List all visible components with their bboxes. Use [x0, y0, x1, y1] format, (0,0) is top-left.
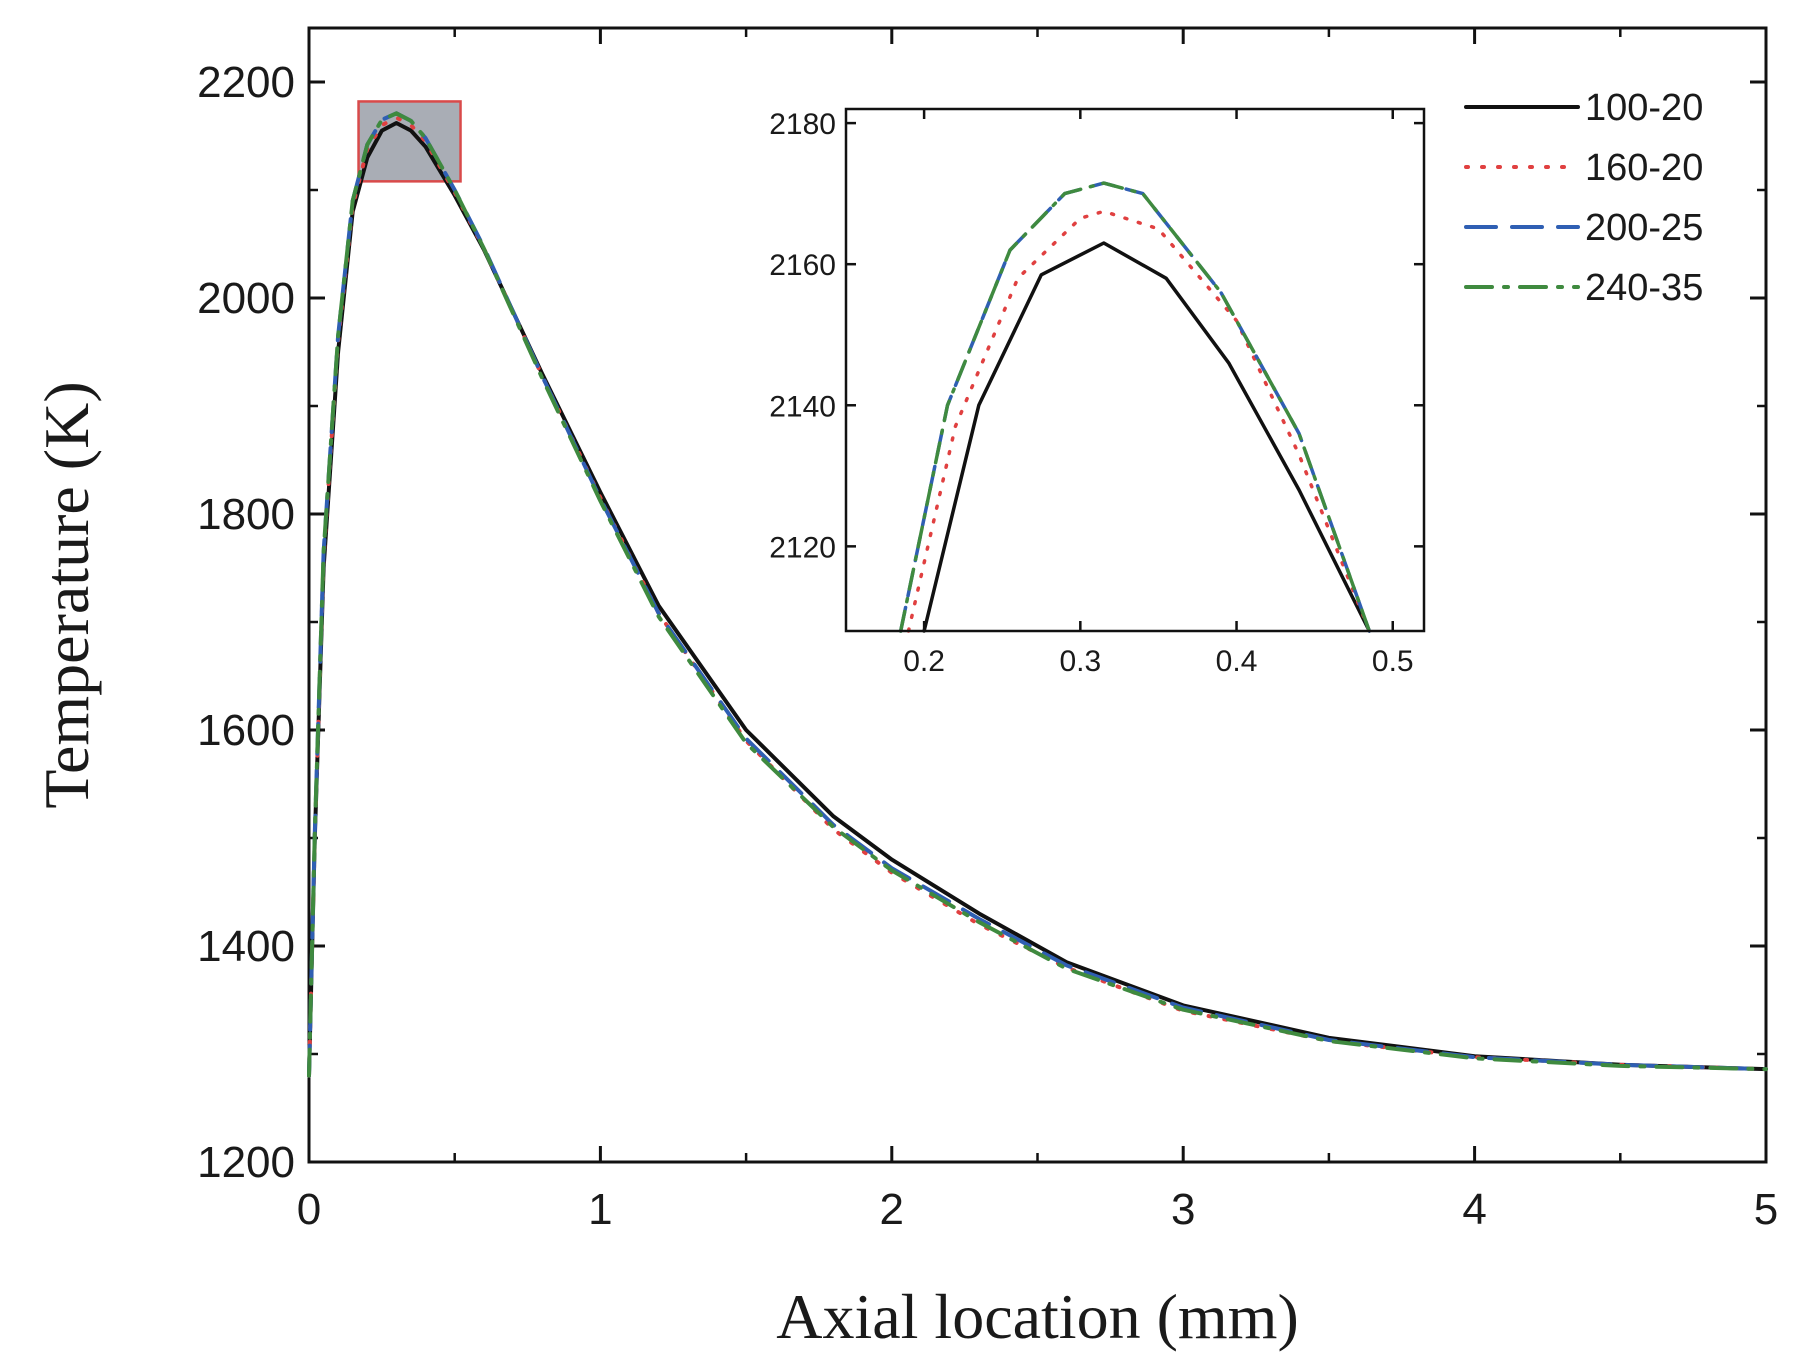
inset-y-tick-label: 2140	[769, 390, 836, 423]
y-tick-label: 1400	[197, 922, 295, 971]
x-tick-label: 2	[880, 1185, 904, 1234]
legend-label: 240-35	[1585, 267, 1703, 309]
legend: 100-20 160-20 200-25 240-35	[1464, 87, 1703, 309]
inset-y-tick-label: 2120	[769, 531, 836, 564]
inset-x-tick-label: 0.3	[1059, 645, 1101, 678]
inset-axis-ticks: 0.2 0.3 0.4 0.5 2120 2140 2160 2180	[769, 108, 1424, 678]
y-tick-label: 1800	[197, 490, 295, 539]
inset-x-tick-label: 0.4	[1216, 645, 1258, 678]
y-tick-label: 2000	[197, 274, 295, 323]
y-tick-label: 1200	[197, 1138, 295, 1187]
inset-y-tick-label: 2180	[769, 108, 836, 141]
inset-background	[751, 89, 1439, 691]
y-tick-label: 1600	[197, 706, 295, 755]
x-tick-label: 1	[588, 1185, 612, 1234]
main-plot: 0 1 2 3 4 5 1200 1400 1600 1800 2000 2200 Axial loc…	[31, 26, 1778, 1352]
y-axis-title: Temperature (K)	[31, 381, 102, 808]
legend-label: 160-20	[1585, 147, 1703, 189]
inset-x-tick-label: 0.5	[1372, 645, 1414, 678]
inset-series-line-100-20	[922, 241, 1372, 633]
x-tick-label: 5	[1754, 1185, 1778, 1234]
inset-x-tick-label: 0.2	[903, 645, 945, 678]
inset-y-tick-label: 2160	[769, 249, 836, 282]
inset-plot: 0.2 0.3 0.4 0.5 2120 2140 2160 2180	[751, 89, 1439, 691]
inset-series-line-240-35	[898, 181, 1372, 633]
legend-label: 100-20	[1585, 87, 1703, 129]
inset-plot-frame	[844, 107, 1426, 633]
inset-series-lines	[898, 181, 1372, 633]
main-axis-ticks: 0 1 2 3 4 5 1200 1400 1600 1800 2000 2200	[197, 28, 1778, 1234]
y-tick-label: 2200	[197, 58, 295, 107]
x-tick-label: 4	[1462, 1185, 1486, 1234]
main-series-lines	[307, 111, 1768, 1078]
series-line-240-35	[307, 111, 1768, 1078]
legend-label: 200-25	[1585, 207, 1703, 249]
inset-series-line-160-20	[906, 209, 1372, 633]
x-tick-label: 3	[1171, 1185, 1195, 1234]
x-tick-label: 0	[297, 1185, 321, 1234]
x-axis-title: Axial location (mm)	[776, 1281, 1299, 1352]
